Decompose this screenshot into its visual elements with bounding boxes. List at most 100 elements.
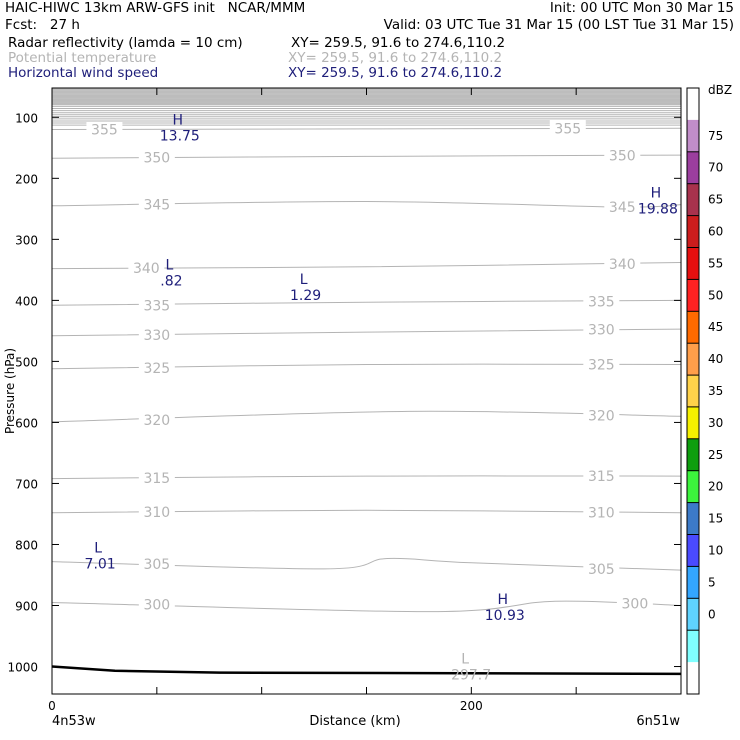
field-name-reflectivity: Radar reflectivity (lamda = 10 cm) (8, 35, 243, 51)
colorbar-bin (687, 470, 699, 504)
theta-contour-label: 310 (588, 506, 615, 522)
theta-contour-label: 340 (133, 261, 160, 277)
colorbar-label: 0 (708, 607, 716, 621)
theta-contour-label: 340 (609, 257, 636, 273)
theta-label-mask (138, 196, 175, 213)
wind-extremum-value: 10.93 (485, 608, 525, 624)
theta-label-mask (604, 147, 641, 164)
colorbar-bin (687, 534, 699, 567)
colorbar-label: 70 (708, 161, 723, 175)
colorbar-bin (687, 311, 699, 344)
colorbar-label: 45 (708, 320, 723, 334)
y-axis-label: Pressure (hPa) (3, 348, 17, 434)
wind-extremum-value: 19.88 (638, 201, 678, 217)
theta-label-mask (138, 504, 175, 521)
wind-extremum-value: 7.01 (85, 557, 116, 573)
colorbar-label: 65 (708, 193, 723, 207)
theta-contour-label: 320 (588, 409, 615, 425)
theta-contour-355 (52, 127, 681, 130)
theta-label-mask (583, 504, 620, 521)
colorbar-label: 20 (708, 480, 723, 494)
colorbar-bin (687, 630, 699, 663)
field-name-wind: Horizontal wind speed (8, 65, 159, 81)
theta-label-mask (138, 360, 175, 377)
valid-time: Valid: 03 UTC Tue 31 Mar 15 (00 LST Tue … (383, 17, 734, 33)
theta-label-mask (583, 468, 620, 485)
theta-label-mask (86, 121, 123, 138)
theta-extremum-symbol: L (461, 651, 469, 667)
wind-extremum-symbol: H (651, 185, 662, 201)
x-tick-label: 0 (48, 699, 56, 713)
colorbar-bin (687, 662, 699, 695)
colorbar-frame (686, 87, 700, 695)
colorbar-label: 75 (708, 129, 723, 143)
colorbar-bin (687, 598, 699, 631)
theta-contour-label: 310 (143, 505, 170, 521)
wind-extremum-value: .82 (160, 273, 182, 289)
theta-contour-label: 315 (588, 469, 615, 485)
x-tick-label: 200 (460, 699, 483, 713)
theta-contour-305 (52, 557, 681, 571)
field-name-theta: Potential temperature (8, 50, 157, 66)
left-endpoint-label: 4n53w (52, 714, 96, 729)
y-tick-label: 200 (15, 172, 38, 186)
field-xy-reflectivity: XY= 259.5, 91.6 to 274.6,110.2 (291, 35, 506, 51)
colorbar-label: 60 (708, 225, 723, 239)
colorbar-title: dBZ (708, 83, 732, 97)
terrain-layer (52, 665, 681, 676)
y-tick-label: 500 (15, 355, 38, 369)
theta-contour-label: 345 (609, 200, 636, 216)
colorbar-bin (687, 375, 699, 408)
y-tick-label: 800 (15, 538, 38, 552)
theta-contour-label: 355 (91, 122, 118, 138)
theta-label-mask (583, 560, 620, 577)
colorbar-label: 40 (708, 352, 723, 366)
theta-contour-label: 305 (588, 562, 615, 578)
theta-contour-label: 315 (143, 471, 170, 487)
theta-label-mask (583, 321, 620, 338)
field-xy-theta: XY= 259.5, 91.6 to 274.6,110.2 (288, 50, 503, 66)
theta-contour-label: 350 (143, 151, 170, 167)
chart-annotations: 355 355 350 350 345 345 340 340 335 335 330 330 325 3… (85, 113, 678, 684)
theta-contour-label: 305 (143, 557, 170, 573)
colorbar-label: 30 (708, 416, 723, 430)
colorbar-bin (687, 406, 699, 440)
y-tick-label: 300 (15, 233, 38, 247)
right-endpoint-label: 6n51w (636, 714, 680, 729)
theta-label-mask (583, 407, 620, 424)
theta-label-mask (128, 260, 165, 277)
theta-label-mask (138, 596, 175, 613)
theta-contour-label: 300 (622, 597, 649, 613)
terrain-surface (52, 665, 681, 676)
y-tick-label: 700 (15, 477, 38, 491)
colorbar-bin (687, 343, 699, 376)
colorbar-bin (687, 247, 699, 280)
forecast-hour: Fcst: 27 h (5, 17, 80, 33)
plot-header: HAIC-HIWC 13km ARW-GFS init NCAR/MMM Ini… (0, 0, 740, 86)
theta-label-mask (138, 411, 175, 428)
theta-contour-label: 330 (588, 323, 615, 339)
colorbar-label: 50 (708, 288, 723, 302)
theta-contour-label: 345 (143, 198, 170, 214)
theta-contours (52, 120, 681, 613)
theta-contour-label: 335 (588, 295, 615, 311)
theta-label-mask (138, 297, 175, 314)
colorbar-bin (687, 438, 699, 472)
wind-extremum-value: 13.75 (160, 129, 200, 145)
theta-label-mask (549, 120, 586, 137)
theta-label-mask (604, 255, 641, 272)
y-tick-label: 1000 (7, 661, 38, 675)
field-xy-wind: XY= 259.5, 91.6 to 274.6,110.2 (288, 65, 503, 81)
theta-label-mask (138, 556, 175, 573)
y-tick-label: 100 (15, 111, 38, 125)
colorbar-bin (687, 502, 699, 535)
wind-extremum-symbol: H (498, 592, 509, 608)
colorbar-bin (687, 183, 699, 217)
colorbar-bin (687, 215, 699, 248)
y-tick-label: 900 (15, 600, 38, 614)
theta-label-mask (138, 327, 175, 344)
theta-label-mask (616, 595, 653, 612)
theta-extremum-value: 297.7 (451, 667, 491, 683)
model-title: HAIC-HIWC 13km ARW-GFS init NCAR/MMM (5, 0, 306, 16)
colorbar-label: 10 (708, 544, 723, 558)
